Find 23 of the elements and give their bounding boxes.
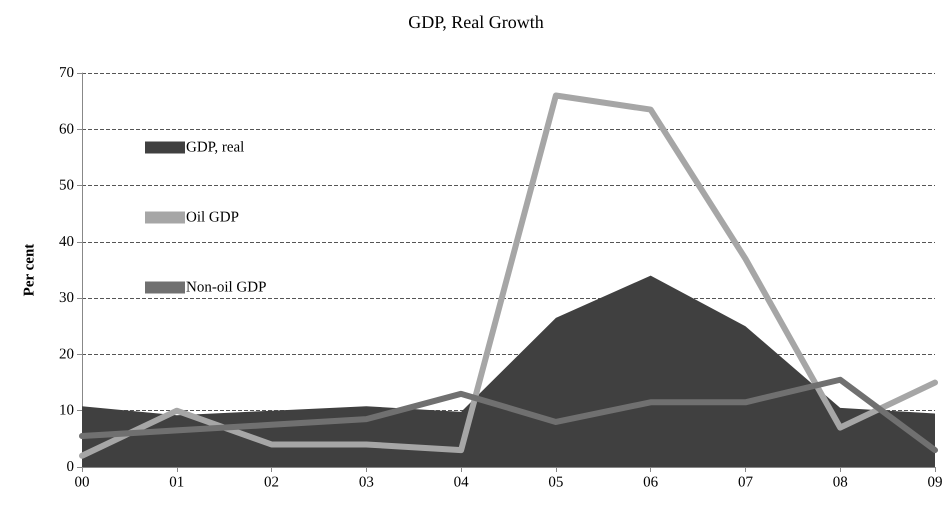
x-tick-label: 08	[832, 474, 848, 490]
y-tick-label: 20	[59, 346, 74, 362]
x-tick-label: 00	[74, 474, 90, 490]
y-tick-label: 0	[66, 459, 74, 475]
x-tick-label: 09	[928, 474, 942, 490]
x-tick-label: 04	[454, 474, 470, 490]
legend-label: Non-oil GDP	[186, 280, 266, 296]
y-tick-label: 30	[59, 290, 74, 306]
y-tick-label: 10	[59, 402, 74, 419]
y-axis-title: Per cent	[22, 244, 38, 296]
y-tick-label: 40	[59, 234, 74, 250]
legend-label: GDP, real	[186, 140, 244, 156]
y-tick-label: 70	[59, 65, 74, 81]
x-tick-label: 07	[738, 474, 754, 490]
chart-title: GDP, Real Growth	[408, 12, 544, 32]
x-tick-label: 03	[358, 474, 374, 490]
legend-label: Oil GDP	[186, 210, 239, 226]
y-tick-label: 50	[59, 178, 74, 194]
x-tick-label: 02	[264, 474, 280, 490]
x-tick-label: 01	[169, 474, 184, 490]
x-tick-label: 05	[548, 474, 564, 490]
x-tick-label: 06	[643, 474, 659, 490]
y-tick-label: 60	[59, 121, 74, 138]
